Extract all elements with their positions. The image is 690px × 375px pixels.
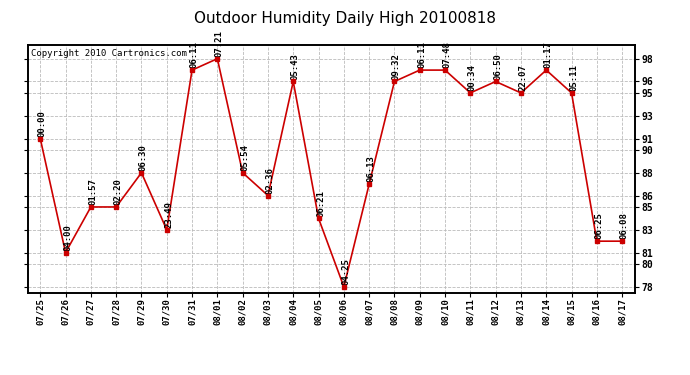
Text: 05:54: 05:54: [240, 144, 249, 171]
Text: 23:49: 23:49: [164, 201, 173, 228]
Text: 06:08: 06:08: [620, 213, 629, 240]
Text: 05:43: 05:43: [290, 53, 299, 80]
Text: 00:34: 00:34: [468, 64, 477, 91]
Text: 01:57: 01:57: [88, 178, 97, 205]
Text: 06:21: 06:21: [316, 190, 325, 217]
Text: 09:32: 09:32: [392, 53, 401, 80]
Text: 07:21: 07:21: [215, 30, 224, 57]
Text: 02:20: 02:20: [114, 178, 123, 205]
Text: 06:25: 06:25: [594, 213, 603, 240]
Text: 07:48: 07:48: [442, 42, 451, 68]
Text: 06:13: 06:13: [366, 156, 375, 182]
Text: Outdoor Humidity Daily High 20100818: Outdoor Humidity Daily High 20100818: [194, 11, 496, 26]
Text: 04:00: 04:00: [63, 224, 72, 251]
Text: 05:11: 05:11: [569, 64, 578, 91]
Text: 04:25: 04:25: [342, 258, 351, 285]
Text: 01:17: 01:17: [544, 42, 553, 68]
Text: 02:36: 02:36: [266, 167, 275, 194]
Text: Copyright 2010 Cartronics.com: Copyright 2010 Cartronics.com: [30, 49, 186, 58]
Text: 06:50: 06:50: [493, 53, 502, 80]
Text: 06:30: 06:30: [139, 144, 148, 171]
Text: 22:07: 22:07: [518, 64, 527, 91]
Text: 06:11: 06:11: [190, 42, 199, 68]
Text: 00:00: 00:00: [38, 110, 47, 137]
Text: 06:11: 06:11: [417, 42, 426, 68]
